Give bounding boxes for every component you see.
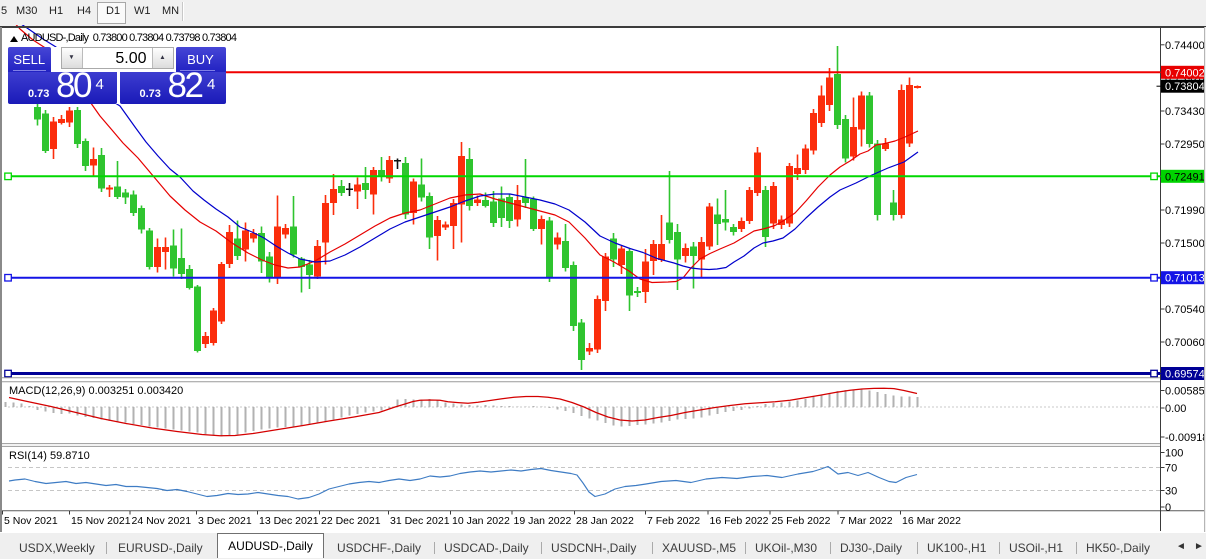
svg-text:5 Nov 2021: 5 Nov 2021 (4, 515, 58, 527)
svg-text:24 Nov 2021: 24 Nov 2021 (132, 515, 192, 527)
svg-text:0.74002: 0.74002 (1165, 67, 1205, 79)
svg-text:0.69574: 0.69574 (1165, 369, 1205, 381)
svg-text:16 Mar 2022: 16 Mar 2022 (902, 515, 961, 527)
svg-text:19 Jan 2022: 19 Jan 2022 (514, 515, 572, 527)
svg-text:15 Nov 2021: 15 Nov 2021 (71, 515, 131, 527)
svg-text:31 Dec 2021: 31 Dec 2021 (390, 515, 450, 527)
svg-text:7 Feb 2022: 7 Feb 2022 (647, 515, 700, 527)
svg-text:RSI(14) 59.8710: RSI(14) 59.8710 (9, 450, 90, 462)
svg-text:13 Dec 2021: 13 Dec 2021 (259, 515, 319, 527)
svg-text:3 Dec 2021: 3 Dec 2021 (198, 515, 252, 527)
svg-text:0.72491: 0.72491 (1165, 171, 1205, 183)
svg-text:0.70060: 0.70060 (1165, 337, 1205, 349)
svg-text:10 Jan 2022: 10 Jan 2022 (452, 515, 510, 527)
svg-text:0: 0 (1165, 502, 1171, 514)
svg-text:MACD(12,26,9) 0.003251 0.00342: MACD(12,26,9) 0.003251 0.003420 (9, 385, 183, 397)
svg-text:25 Feb 2022: 25 Feb 2022 (772, 515, 831, 527)
svg-text:-0.00918: -0.00918 (1165, 432, 1206, 444)
svg-text:0.72950: 0.72950 (1165, 139, 1205, 151)
svg-text:0.71013: 0.71013 (1165, 273, 1205, 285)
svg-text:0.71990: 0.71990 (1165, 205, 1205, 217)
svg-text:0.00585: 0.00585 (1165, 386, 1205, 398)
svg-text:0.73804: 0.73804 (1165, 81, 1205, 93)
svg-text:22 Dec 2021: 22 Dec 2021 (321, 515, 381, 527)
svg-text:0.73430: 0.73430 (1165, 106, 1205, 118)
svg-text:7 Mar 2022: 7 Mar 2022 (840, 515, 893, 527)
svg-text:0.74400: 0.74400 (1165, 40, 1205, 52)
svg-text:100: 100 (1165, 448, 1183, 460)
svg-text:0.71500: 0.71500 (1165, 238, 1205, 250)
svg-text:70: 70 (1165, 463, 1177, 475)
svg-text:16 Feb 2022: 16 Feb 2022 (710, 515, 769, 527)
svg-text:30: 30 (1165, 486, 1177, 498)
svg-text:28 Jan 2022: 28 Jan 2022 (576, 515, 634, 527)
svg-text:0.00: 0.00 (1165, 403, 1186, 415)
svg-text:0.70540: 0.70540 (1165, 304, 1205, 316)
